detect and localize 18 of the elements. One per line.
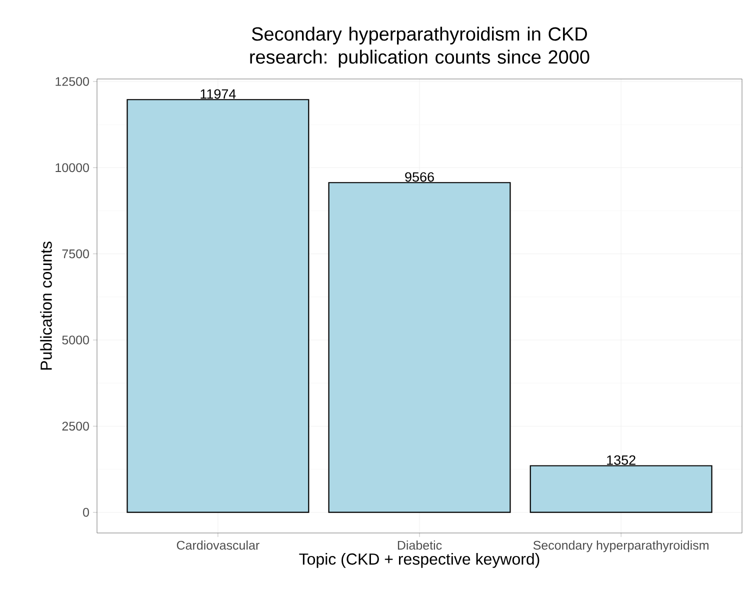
y-axis-title: Publication counts — [40, 242, 52, 370]
bar — [126, 99, 310, 513]
data-label: 1352 — [607, 455, 636, 465]
y-tick-label: 12500 — [56, 77, 89, 86]
x-axis-title: Topic (CKD + respective keyword) — [299, 552, 540, 568]
x-tick-label: Secondary hyperparathyroidism — [533, 540, 708, 552]
y-tick-label: 5000 — [62, 336, 89, 344]
x-tick-label: Diabetic — [398, 540, 442, 550]
x-tick-label: Cardiovascular — [176, 540, 260, 550]
y-tick-label: 7500 — [62, 249, 89, 258]
y-tick-label: 0 — [83, 508, 90, 517]
data-label: 9566 — [405, 172, 434, 182]
chart-title: Secondary hyperparathyroidism in CKD research: publication counts since 2000 — [250, 26, 590, 68]
bar — [530, 465, 712, 513]
data-label: 11974 — [200, 89, 236, 99]
y-tick-label: 2500 — [62, 422, 89, 431]
y-tick-label: 10000 — [56, 163, 89, 172]
bar — [328, 182, 511, 513]
